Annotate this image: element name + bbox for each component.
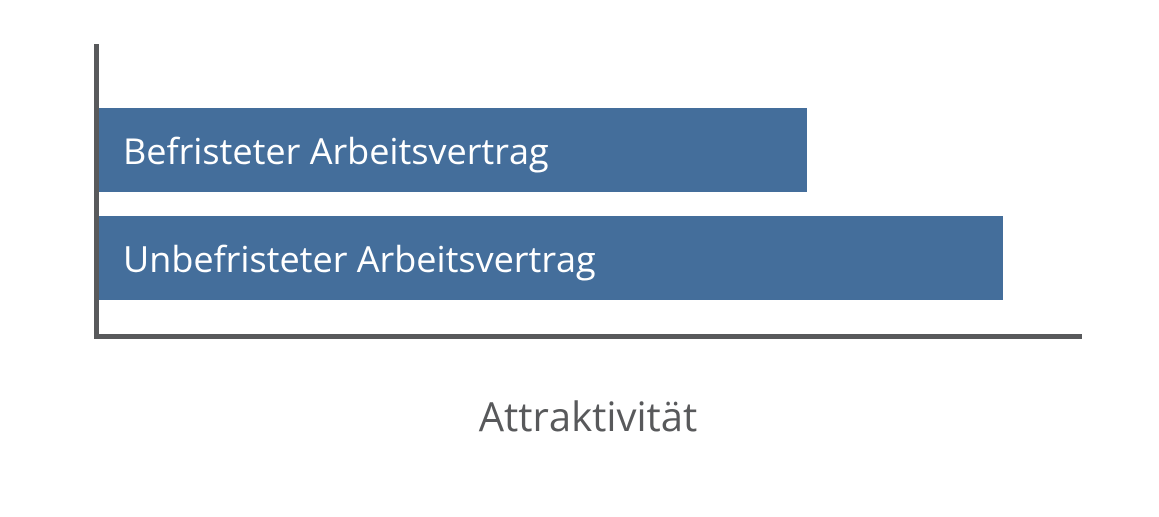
attraktivitaet-bar-chart: Befristeter Arbeitsvertrag Unbefristeter… [0, 0, 1159, 517]
x-axis-label: Attraktivität [0, 388, 1159, 443]
x-axis-label-text: Attraktivität [479, 388, 698, 443]
bar-label: Befristeter Arbeitsvertrag [123, 126, 549, 175]
bar-label: Unbefristeter Arbeitsvertrag [123, 234, 596, 283]
x-axis [94, 334, 1082, 339]
bar-unbefristet: Unbefristeter Arbeitsvertrag [99, 216, 1003, 300]
bar-befristet: Befristeter Arbeitsvertrag [99, 108, 807, 192]
